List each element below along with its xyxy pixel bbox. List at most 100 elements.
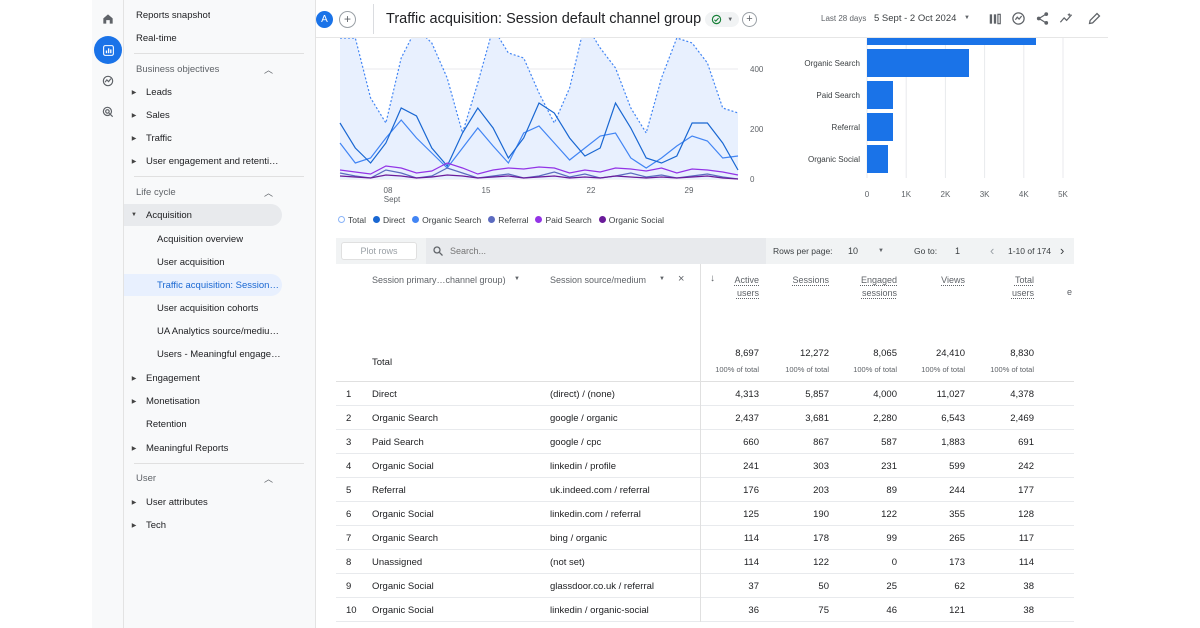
nav-item-ua-source-medium[interactable]: UA Analytics source/mediu…: [124, 320, 316, 342]
nav-item-retention[interactable]: Retention: [124, 413, 316, 435]
bar[interactable]: [867, 81, 893, 109]
nav-item-monetisation[interactable]: ▶ Monetisation: [124, 390, 316, 412]
nav-section-user[interactable]: User ︿: [124, 467, 316, 489]
next-page-icon[interactable]: ›: [1060, 243, 1065, 258]
x-tick-sublabel: Sept: [384, 195, 401, 204]
nav-item-acquisition[interactable]: ▼ Acquisition: [124, 204, 282, 226]
insights-icon[interactable]: [1011, 11, 1026, 26]
home-icon[interactable]: [94, 5, 122, 33]
bar[interactable]: [867, 49, 969, 77]
nav-item-engagement[interactable]: ▶ Engagement: [124, 367, 316, 389]
nav-reports-snapshot[interactable]: Reports snapshot: [124, 4, 316, 26]
row-source: google / organic: [550, 413, 618, 424]
row-metric-value: 75: [818, 605, 829, 616]
legend-item[interactable]: Organic Social: [598, 215, 664, 225]
nav-item-tech[interactable]: ▶ Tech: [124, 514, 316, 536]
metric-header-views[interactable]: Views: [920, 274, 965, 287]
nav-section-lifecycle[interactable]: Life cycle ︿: [124, 181, 316, 203]
nav-item-traffic[interactable]: ▶ Traffic: [124, 127, 316, 149]
table-row[interactable]: 4 Organic Social linkedin / profile 241 303 2…: [336, 454, 1074, 478]
close-icon[interactable]: ×: [678, 273, 685, 285]
legend-item[interactable]: Paid Search: [535, 215, 592, 225]
section-heading: Life cycle: [136, 186, 176, 198]
total-percent: 100% of total: [990, 365, 1034, 374]
dimension-header-source[interactable]: Session source/medium: [550, 275, 647, 285]
row-metric-value: 355: [949, 509, 965, 520]
nav-item-meaningful-reports[interactable]: ▶ Meaningful Reports: [124, 437, 316, 459]
row-metric-value: 37: [748, 581, 759, 592]
add-button[interactable]: +: [742, 12, 757, 27]
bar-partial[interactable]: [867, 38, 1036, 45]
nav-item-user-acquisition-cohorts[interactable]: User acquisition cohorts: [124, 297, 316, 319]
legend-item[interactable]: Referral: [488, 215, 528, 225]
status-badge[interactable]: ▼: [705, 12, 739, 27]
share-icon[interactable]: [1035, 11, 1050, 26]
table-row[interactable]: 9 Organic Social glassdoor.co.uk / referra…: [336, 574, 1074, 598]
explore-icon[interactable]: [94, 67, 122, 95]
compare-columns-icon[interactable]: [988, 12, 1002, 26]
legend-swatch: [598, 216, 606, 223]
dimension-header-channel[interactable]: Session primary…channel group): [372, 275, 506, 285]
caret-down-icon[interactable]: ▼: [659, 276, 665, 282]
table-row[interactable]: 2 Organic Search google / organic 2,437 3,68…: [336, 406, 1074, 430]
row-metric-value: 265: [949, 533, 965, 544]
nav-item-user-engagement[interactable]: ▶ User engagement and retenti…: [124, 150, 284, 172]
table-row[interactable]: 3 Paid Search google / cpc 660 867 587 1,883 69…: [336, 430, 1074, 454]
nav-item-user-attributes[interactable]: ▶ User attributes: [124, 491, 316, 513]
metric-header-total-users[interactable]: Total users: [989, 274, 1034, 300]
table-row[interactable]: 6 Organic Social linkedin.com / referral 12…: [336, 502, 1074, 526]
nav-item-leads[interactable]: ▶ Leads: [124, 81, 316, 103]
column-divider: [700, 454, 701, 478]
date-prefix: Last 28 days: [821, 14, 867, 23]
table-row[interactable]: 8 Unassigned (not set) 114 122 0 173 114: [336, 550, 1074, 574]
row-metric-value: 177: [1018, 485, 1034, 496]
caret-down-icon[interactable]: ▼: [878, 248, 884, 254]
reports-icon[interactable]: [94, 36, 122, 64]
nav-item-sales[interactable]: ▶ Sales: [124, 104, 316, 126]
row-index: 1: [346, 389, 352, 400]
trend-insights-icon[interactable]: [1058, 11, 1074, 26]
nav-section-business[interactable]: Business objectives ︿: [124, 58, 316, 80]
row-metric-value: 176: [743, 485, 759, 496]
table-row[interactable]: 10 Organic Social linkedin / organic-socia…: [336, 598, 1074, 622]
date-range-picker[interactable]: 5 Sept - 2 Oct 2024: [874, 13, 957, 24]
sort-down-icon[interactable]: ↓: [710, 273, 715, 284]
metric-header-sessions[interactable]: Sessions: [784, 274, 829, 287]
nav-item-users-meaningful[interactable]: Users - Meaningful engage…: [124, 343, 316, 365]
caret-down-icon[interactable]: ▼: [514, 276, 520, 282]
row-channel: Organic Social: [372, 509, 434, 520]
nav-item-acquisition-overview[interactable]: Acquisition overview: [124, 228, 316, 250]
add-comparison-button[interactable]: +: [339, 11, 356, 28]
table-row[interactable]: 7 Organic Search bing / organic 114 178 99 265…: [336, 526, 1074, 550]
legend-item[interactable]: Direct: [372, 215, 405, 225]
prev-page-icon[interactable]: ‹: [990, 243, 995, 258]
metric-header-engaged-sessions[interactable]: Engaged sessions: [852, 274, 897, 300]
metric-header-active-users[interactable]: Active users: [714, 274, 759, 300]
caret-down-icon[interactable]: ▼: [964, 15, 970, 21]
nav-item-user-acquisition[interactable]: User acquisition: [124, 251, 316, 273]
nav-realtime[interactable]: Real-time: [124, 27, 316, 49]
row-metric-value: 2,280: [873, 413, 897, 424]
caret-down-icon: ▼: [727, 16, 734, 23]
plot-rows-button[interactable]: Plot rows: [341, 242, 417, 260]
bar[interactable]: [867, 113, 893, 141]
comparison-avatar[interactable]: A: [316, 11, 333, 28]
bar[interactable]: [867, 145, 888, 173]
total-label: Total: [372, 357, 393, 368]
nav-item-traffic-acquisition[interactable]: Traffic acquisition: Session…: [124, 274, 282, 296]
total-series-line-area: [340, 38, 738, 179]
advertising-icon[interactable]: [94, 98, 122, 126]
table-row[interactable]: 1 Direct (direct) / (none) 4,313 5,857 4,000 1…: [336, 382, 1074, 406]
goto-input[interactable]: 1: [955, 246, 961, 256]
legend-item[interactable]: Total: [338, 215, 366, 225]
row-index: 3: [346, 437, 352, 448]
rows-per-page-select[interactable]: 10: [848, 246, 859, 256]
edit-pencil-icon[interactable]: [1087, 11, 1102, 26]
search-box[interactable]: [426, 238, 766, 264]
row-metric-value: 114: [743, 557, 759, 568]
column-divider: [700, 430, 701, 454]
table-row[interactable]: 5 Referral uk.indeed.com / referral 176 203 8…: [336, 478, 1074, 502]
nav-label: Acquisition overview: [157, 233, 244, 245]
search-input[interactable]: [450, 243, 750, 259]
legend-item[interactable]: Organic Search: [412, 215, 481, 225]
